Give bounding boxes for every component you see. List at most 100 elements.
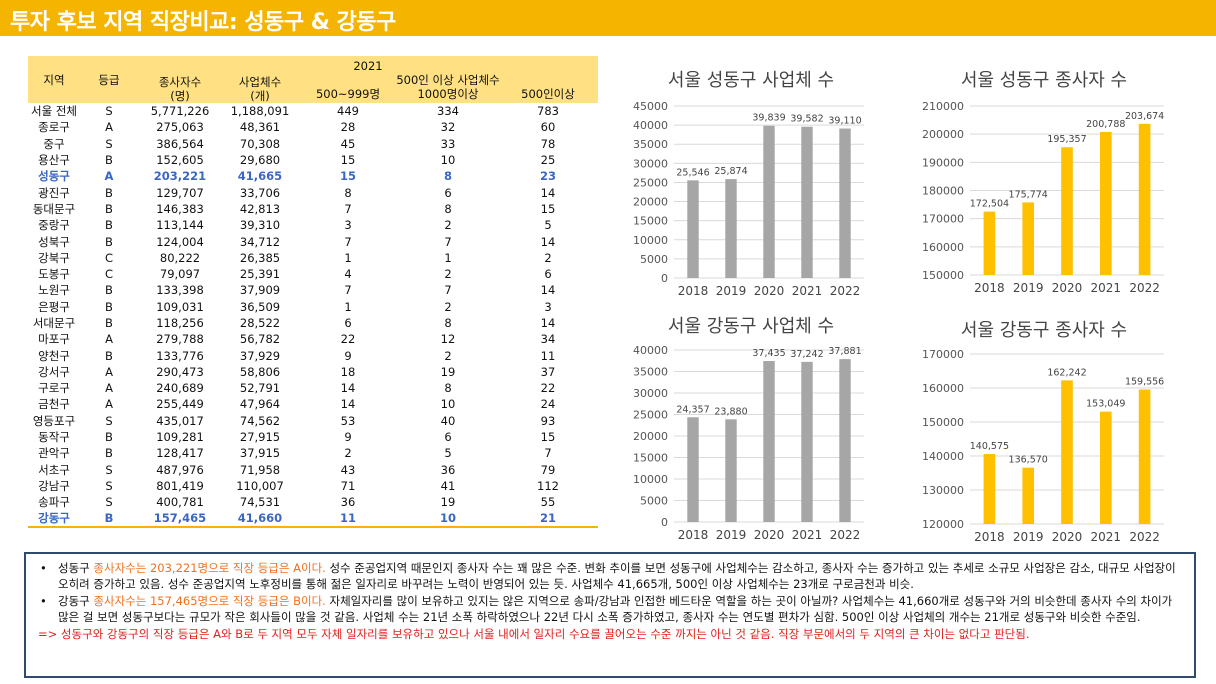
x-tick-label: 2021	[792, 528, 823, 542]
header-businesses-line1: 사업체수	[238, 75, 282, 89]
data-label: 195,357	[1047, 134, 1086, 145]
cell-count-500-plus: 5	[544, 218, 552, 233]
cell-businesses: 74,531	[239, 495, 281, 510]
table-row: 금천구 A 255,449 47,964 14 10 24	[28, 396, 598, 412]
cell-businesses: 33,706	[239, 185, 281, 200]
cell-businesses: 48,361	[239, 120, 281, 135]
cell-count-500-plus: 7	[544, 446, 552, 461]
cell-grade: B	[105, 446, 113, 461]
chart-seongdong-businesses: 서울 성동구 사업체 수 0 5000 10000 15000 20000 25000 30…	[616, 62, 886, 302]
x-tick-label: 2020	[754, 528, 785, 542]
table-row: 용산구 B 152,605 29,680 15 10 25	[28, 152, 598, 168]
chart-svg: 150000 160000 170000 180000 190000 200000 2100…	[922, 100, 1164, 295]
cell-businesses: 37,909	[239, 283, 281, 298]
y-tick-label: 30000	[633, 157, 668, 170]
cell-grade: A	[105, 381, 113, 396]
district-table: 지역 등급 2021 종사자수 (명) 사업체수 (개) 500인 이상 사업체…	[28, 56, 598, 529]
header-1000-plus: 1000명이상	[398, 87, 498, 103]
cell-workers: 255,449	[156, 397, 204, 412]
header-workers-line2: (명)	[170, 89, 190, 103]
x-tick-label: 2019	[1013, 530, 1044, 544]
cell-region: 양천구	[38, 348, 70, 363]
cell-grade: A	[105, 120, 113, 135]
header-500-group: 500인 이상 사업체수	[298, 73, 598, 87]
cell-count-1000-plus: 40	[440, 413, 456, 428]
cell-count-1000-plus: 7	[444, 234, 452, 249]
bar	[839, 359, 851, 522]
chart-title: 서울 강동구 사업체 수	[667, 316, 835, 337]
x-tick-label: 2022	[830, 284, 861, 298]
table-row: 영등포구 S 435,017 74,562 53 40 93	[28, 413, 598, 429]
cell-count-1000-plus: 19	[440, 495, 456, 510]
cell-region: 동대문구	[32, 201, 76, 216]
chart-gangdong-businesses: 서울 강동구 사업체 수 0 5000 10000 15000 20000 25000 30…	[616, 308, 886, 546]
cell-region: 금천구	[38, 397, 70, 412]
bar	[763, 125, 775, 278]
cell-region: 도봉구	[38, 267, 70, 282]
cell-grade: B	[105, 283, 113, 298]
header-businesses: 사업체수 (개)	[222, 73, 298, 103]
cell-grade: C	[104, 267, 114, 282]
cell-count-1000-plus: 6	[444, 185, 452, 200]
cell-count-500-plus: 78	[540, 136, 556, 151]
cell-businesses: 42,813	[239, 201, 281, 216]
header-year: 2021	[138, 56, 598, 73]
data-label: 39,110	[828, 116, 861, 127]
cell-businesses: 56,782	[239, 332, 281, 347]
y-tick-label: 0	[661, 272, 668, 285]
x-tick-label: 2019	[716, 284, 747, 298]
cell-count-1000-plus: 33	[440, 136, 456, 151]
cell-count-500-999: 22	[340, 332, 356, 347]
cell-businesses: 41,660	[222, 510, 298, 529]
table-row: 종로구 A 275,063 48,361 28 32 60	[28, 119, 598, 135]
cell-count-1000-plus: 41	[440, 478, 456, 493]
bar	[687, 180, 699, 278]
cell-workers: 275,063	[156, 120, 204, 135]
x-tick-label: 2018	[678, 528, 709, 542]
chart-title: 서울 성동구 사업체 수	[667, 70, 835, 91]
table-body: 서울 전체 S 5,771,226 1,188,091 449 334 783 종로구 A 275…	[28, 103, 598, 529]
cell-count-1000-plus: 10	[440, 153, 456, 168]
cell-businesses: 25,391	[239, 267, 281, 282]
cell-grade: B	[105, 234, 113, 249]
cell-grade: S	[105, 495, 113, 510]
cell-workers: 801,419	[156, 478, 204, 493]
cell-workers: 113,144	[156, 218, 204, 233]
data-label: 162,242	[1047, 367, 1086, 378]
cell-count-500-plus: 2	[544, 250, 552, 265]
cell-count-500-999: 28	[340, 120, 356, 135]
note-text: 성수 준공업지역 때문인지 종사자 수는 꽤 많은 수준. 변화 추이를 보면 …	[58, 561, 1176, 592]
bar	[725, 419, 737, 522]
cell-grade: B	[105, 153, 113, 168]
cell-grade: S	[105, 413, 113, 428]
y-tick-label: 20000	[633, 430, 668, 443]
data-label: 175,774	[1009, 189, 1048, 200]
cell-workers: 129,707	[156, 185, 204, 200]
bullet-icon: •	[40, 593, 47, 608]
cell-count-500-plus: 79	[540, 462, 556, 477]
bar	[1099, 131, 1112, 275]
data-label: 172,504	[970, 199, 1009, 210]
cell-count-500-999: 7	[344, 283, 352, 298]
cell-count-500-plus: 6	[544, 267, 552, 282]
chart-title: 서울 강동구 종사자 수	[960, 320, 1128, 341]
cell-count-500-999: 1	[344, 250, 352, 265]
bar	[1061, 147, 1073, 275]
cell-count-1000-plus: 2	[444, 218, 452, 233]
cell-count-500-999: 11	[298, 510, 398, 529]
y-tick-label: 210000	[922, 100, 964, 113]
cell-grade: B	[105, 201, 113, 216]
table-row: 성북구 B 124,004 34,712 7 7 14	[28, 233, 598, 249]
y-tick-label: 160000	[922, 382, 964, 395]
y-tick-label: 5000	[640, 253, 668, 266]
cell-workers: 240,689	[156, 381, 204, 396]
y-tick-label: 35000	[633, 366, 668, 379]
header-region: 지역	[28, 56, 80, 103]
cell-businesses: 34,712	[239, 234, 281, 249]
cell-region: 서대문구	[32, 316, 76, 330]
cell-count-500-plus: 21	[498, 510, 598, 529]
cell-count-1000-plus: 12	[440, 332, 456, 347]
cell-workers: 279,788	[156, 332, 204, 347]
cell-grade: B	[105, 430, 113, 445]
table-row: 양천구 B 133,776 37,929 9 2 11	[28, 347, 598, 363]
